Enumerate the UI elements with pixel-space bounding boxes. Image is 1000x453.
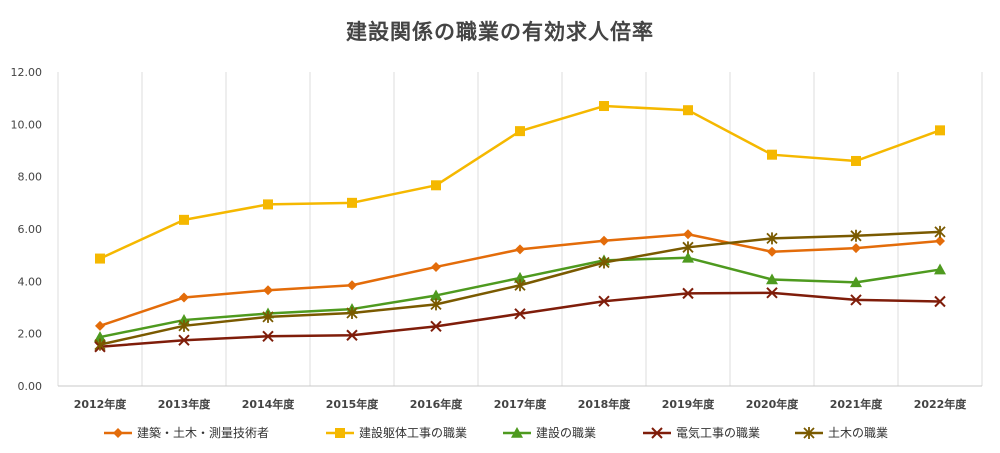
legend-item: 電気工事の職業 xyxy=(643,425,760,440)
series-4 xyxy=(94,287,946,353)
data-point xyxy=(934,295,946,308)
data-point xyxy=(599,235,609,246)
series-5 xyxy=(94,225,946,351)
data-point xyxy=(179,214,189,225)
data-point xyxy=(347,280,357,291)
data-point xyxy=(430,320,442,333)
data-point xyxy=(851,155,861,166)
legend-marker xyxy=(113,428,123,438)
legend-label: 建設の職業 xyxy=(536,425,596,440)
data-point xyxy=(178,334,190,346)
data-point xyxy=(766,287,778,299)
legend: 建築・土木・測量技術者 建設躯体工事の職業 建設の職業 電気工事の職業 土木の職業 xyxy=(104,425,888,440)
x-tick-label: 2021年度 xyxy=(830,397,884,411)
legend-item: 土木の職業 xyxy=(795,426,888,440)
data-point xyxy=(514,308,526,320)
data-point xyxy=(767,149,777,160)
x-tick-label: 2020年度 xyxy=(746,397,800,411)
chart-title: 建設関係の職業の有効求人倍率 xyxy=(346,20,654,44)
legend-label: 土木の職業 xyxy=(828,426,888,440)
data-point xyxy=(851,243,861,254)
data-point xyxy=(598,256,610,269)
y-tick-label: 8.00 xyxy=(18,171,43,184)
series-1 xyxy=(95,229,945,331)
data-point xyxy=(263,285,273,296)
data-point xyxy=(430,289,442,301)
data-point xyxy=(179,292,189,303)
data-point xyxy=(178,319,190,332)
data-point xyxy=(263,199,273,210)
data-point xyxy=(682,287,694,300)
data-point xyxy=(347,197,357,208)
y-tick-label: 4.00 xyxy=(18,275,43,288)
data-point xyxy=(430,298,442,311)
data-point xyxy=(934,263,946,275)
legend-item: 建設の職業 xyxy=(503,425,596,440)
x-tick-label: 2017年度 xyxy=(494,397,548,411)
legend-marker xyxy=(335,428,345,438)
data-point xyxy=(94,331,106,342)
legend-item: 建築・土木・測量技術者 xyxy=(104,425,269,440)
x-axis: 2012年度 2013年度 2014年度 2015年度 2016年度 2017年度 2018… xyxy=(74,397,968,411)
data-point xyxy=(766,232,778,245)
series-2 xyxy=(95,101,945,264)
data-point xyxy=(766,273,778,285)
data-point xyxy=(262,330,274,342)
data-point xyxy=(935,236,945,247)
grid xyxy=(57,72,983,386)
data-point xyxy=(767,246,777,257)
x-tick-label: 2016年度 xyxy=(410,397,464,411)
data-point xyxy=(683,105,693,116)
data-point xyxy=(682,241,694,254)
data-point xyxy=(599,101,609,112)
legend-marker xyxy=(511,427,523,438)
data-point xyxy=(94,338,106,351)
x-tick-label: 2013年度 xyxy=(158,397,212,411)
data-point xyxy=(431,180,441,191)
data-point xyxy=(683,229,693,240)
data-point xyxy=(95,253,105,264)
x-tick-label: 2014年度 xyxy=(242,397,296,411)
data-point xyxy=(346,306,358,319)
y-tick-label: 2.00 xyxy=(18,328,43,341)
data-point xyxy=(850,294,862,306)
x-tick-label: 2012年度 xyxy=(74,397,128,411)
data-point xyxy=(95,320,105,331)
data-point xyxy=(431,261,441,272)
legend-item: 建設躯体工事の職業 xyxy=(326,425,467,440)
y-tick-label: 12.00 xyxy=(11,66,43,79)
x-tick-label: 2015年度 xyxy=(326,397,380,411)
y-tick-label: 6.00 xyxy=(18,223,43,236)
x-tick-label: 2022年度 xyxy=(914,397,968,411)
data-point xyxy=(934,225,946,238)
data-point xyxy=(515,244,525,255)
y-tick-label: 10.00 xyxy=(11,118,43,131)
x-tick-label: 2018年度 xyxy=(578,397,632,411)
data-point xyxy=(850,229,862,242)
legend-marker xyxy=(651,427,663,439)
data-point xyxy=(935,125,945,136)
data-point xyxy=(598,295,610,307)
legend-marker xyxy=(803,427,815,439)
y-tick-label: 0.00 xyxy=(18,380,43,393)
data-point xyxy=(262,310,274,323)
data-point xyxy=(346,329,358,341)
y-axis: 0.00 2.00 4.00 6.00 8.00 10.00 12.00 xyxy=(11,66,43,393)
legend-label: 建築・土木・測量技術者 xyxy=(137,425,269,440)
data-point xyxy=(850,276,862,288)
data-point xyxy=(514,271,526,283)
data-point xyxy=(515,126,525,137)
legend-label: 建設躯体工事の職業 xyxy=(359,425,467,440)
data-point xyxy=(514,279,526,292)
data-point xyxy=(682,251,694,263)
legend-label: 電気工事の職業 xyxy=(676,425,760,440)
x-tick-label: 2019年度 xyxy=(662,397,716,411)
